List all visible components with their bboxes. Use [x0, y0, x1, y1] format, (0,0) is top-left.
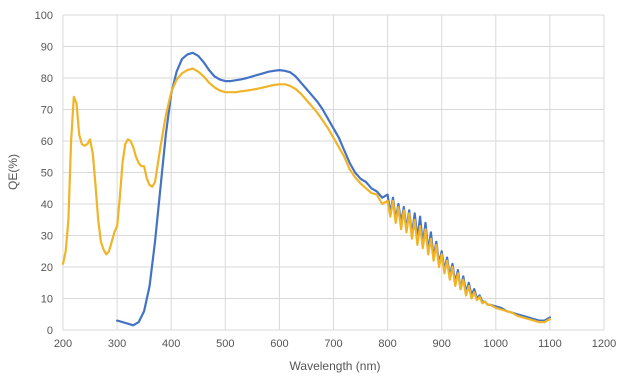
- y-tick-label: 10: [41, 294, 53, 306]
- y-tick-label: 60: [41, 136, 53, 148]
- y-tick-label: 70: [41, 105, 53, 117]
- x-tick-label: 1000: [484, 338, 508, 350]
- gridlines: [62, 14, 605, 331]
- y-tick-label: 90: [41, 42, 53, 54]
- y-tick-label: 30: [41, 231, 53, 243]
- y-tick-label: 80: [41, 73, 53, 85]
- y-tick-label: 100: [35, 10, 53, 22]
- series-line-2: [61, 67, 551, 324]
- x-tick-label: 300: [108, 338, 126, 350]
- x-axis-tick-labels: 200 300 400 500 600 700 800 900 1000 1100 1200: [54, 338, 616, 350]
- x-tick-label: 400: [162, 338, 180, 350]
- x-tick-label: 600: [270, 338, 288, 350]
- y-tick-label: 20: [41, 262, 53, 274]
- x-tick-label: 1100: [538, 338, 562, 350]
- x-tick-label: 700: [324, 338, 342, 350]
- y-tick-label: 40: [41, 199, 53, 211]
- x-tick-label: 900: [433, 338, 451, 350]
- y-tick-label: 0: [47, 325, 53, 337]
- x-axis-title: Wavelength (nm): [290, 359, 381, 373]
- x-tick-label: 200: [54, 338, 72, 350]
- x-tick-label: 1200: [592, 338, 616, 350]
- series-lines: [61, 51, 551, 327]
- y-axis-title: QE(%): [6, 154, 20, 190]
- x-tick-label: 500: [216, 338, 234, 350]
- y-axis-tick-labels: 0 10 20 30 40 50 60 70 80 90 100: [35, 10, 53, 337]
- y-tick-label: 50: [41, 168, 53, 180]
- x-tick-label: 800: [378, 338, 396, 350]
